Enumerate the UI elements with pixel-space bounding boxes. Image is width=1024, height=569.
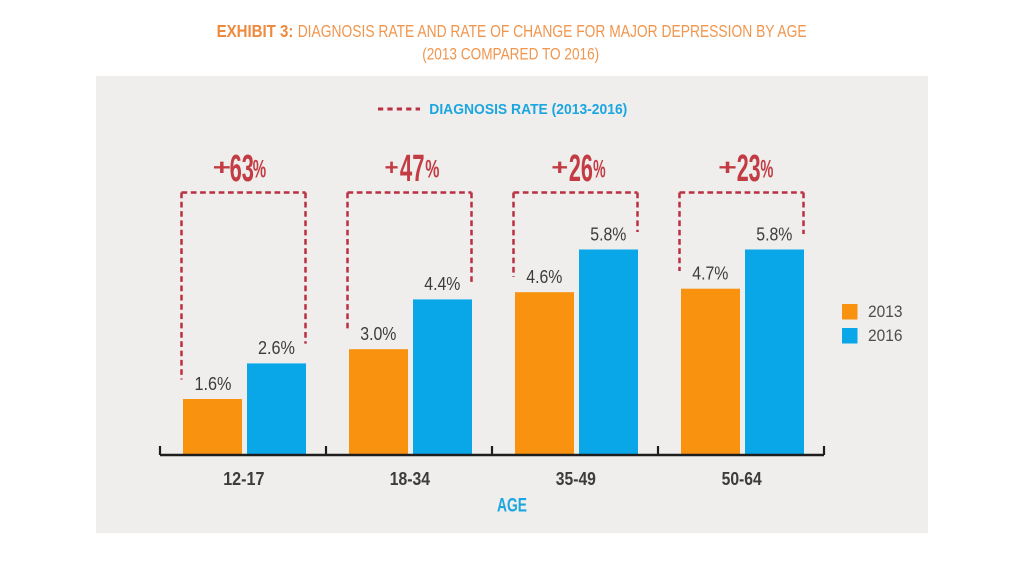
svg-text:3.0%: 3.0% — [360, 323, 396, 344]
svg-text:5.8%: 5.8% — [590, 223, 626, 244]
svg-text:2.6%: 2.6% — [258, 337, 295, 358]
svg-text:26: 26 — [569, 148, 593, 190]
svg-text:4.4%: 4.4% — [424, 273, 460, 294]
svg-text:50-64: 50-64 — [722, 468, 763, 489]
svg-text:47: 47 — [400, 148, 425, 190]
svg-text:5.8%: 5.8% — [756, 223, 792, 244]
svg-text:+: + — [213, 155, 231, 180]
svg-text:4.6%: 4.6% — [526, 266, 562, 287]
svg-text:12-17: 12-17 — [223, 468, 264, 489]
svg-text:2013: 2013 — [868, 303, 903, 321]
svg-text:2016: 2016 — [868, 327, 903, 345]
svg-text:63: 63 — [230, 148, 254, 190]
svg-text:DIAGNOSIS RATE AND RATE OF CHA: DIAGNOSIS RATE AND RATE OF CHANGE FOR MA… — [298, 21, 807, 41]
svg-text:+: + — [551, 155, 568, 180]
svg-text:+: + — [385, 155, 399, 180]
svg-text:18-34: 18-34 — [390, 468, 431, 489]
svg-text:35-49: 35-49 — [556, 468, 596, 489]
svg-text:%: % — [425, 155, 439, 183]
svg-text:%: % — [593, 155, 606, 183]
svg-text:+: + — [718, 155, 737, 180]
svg-text:%: % — [253, 155, 266, 183]
svg-text:1.6%: 1.6% — [195, 373, 232, 394]
svg-text:(2013 COMPARED TO 2016): (2013 COMPARED TO 2016) — [422, 46, 599, 64]
svg-text:EXHIBIT 3:: EXHIBIT 3: — [217, 21, 294, 41]
svg-text:AGE: AGE — [497, 496, 527, 517]
svg-text:DIAGNOSIS RATE (2013-2016): DIAGNOSIS RATE (2013-2016) — [429, 101, 627, 118]
svg-text:%: % — [760, 155, 773, 183]
svg-text:4.7%: 4.7% — [692, 263, 728, 284]
svg-text:23: 23 — [737, 148, 761, 190]
